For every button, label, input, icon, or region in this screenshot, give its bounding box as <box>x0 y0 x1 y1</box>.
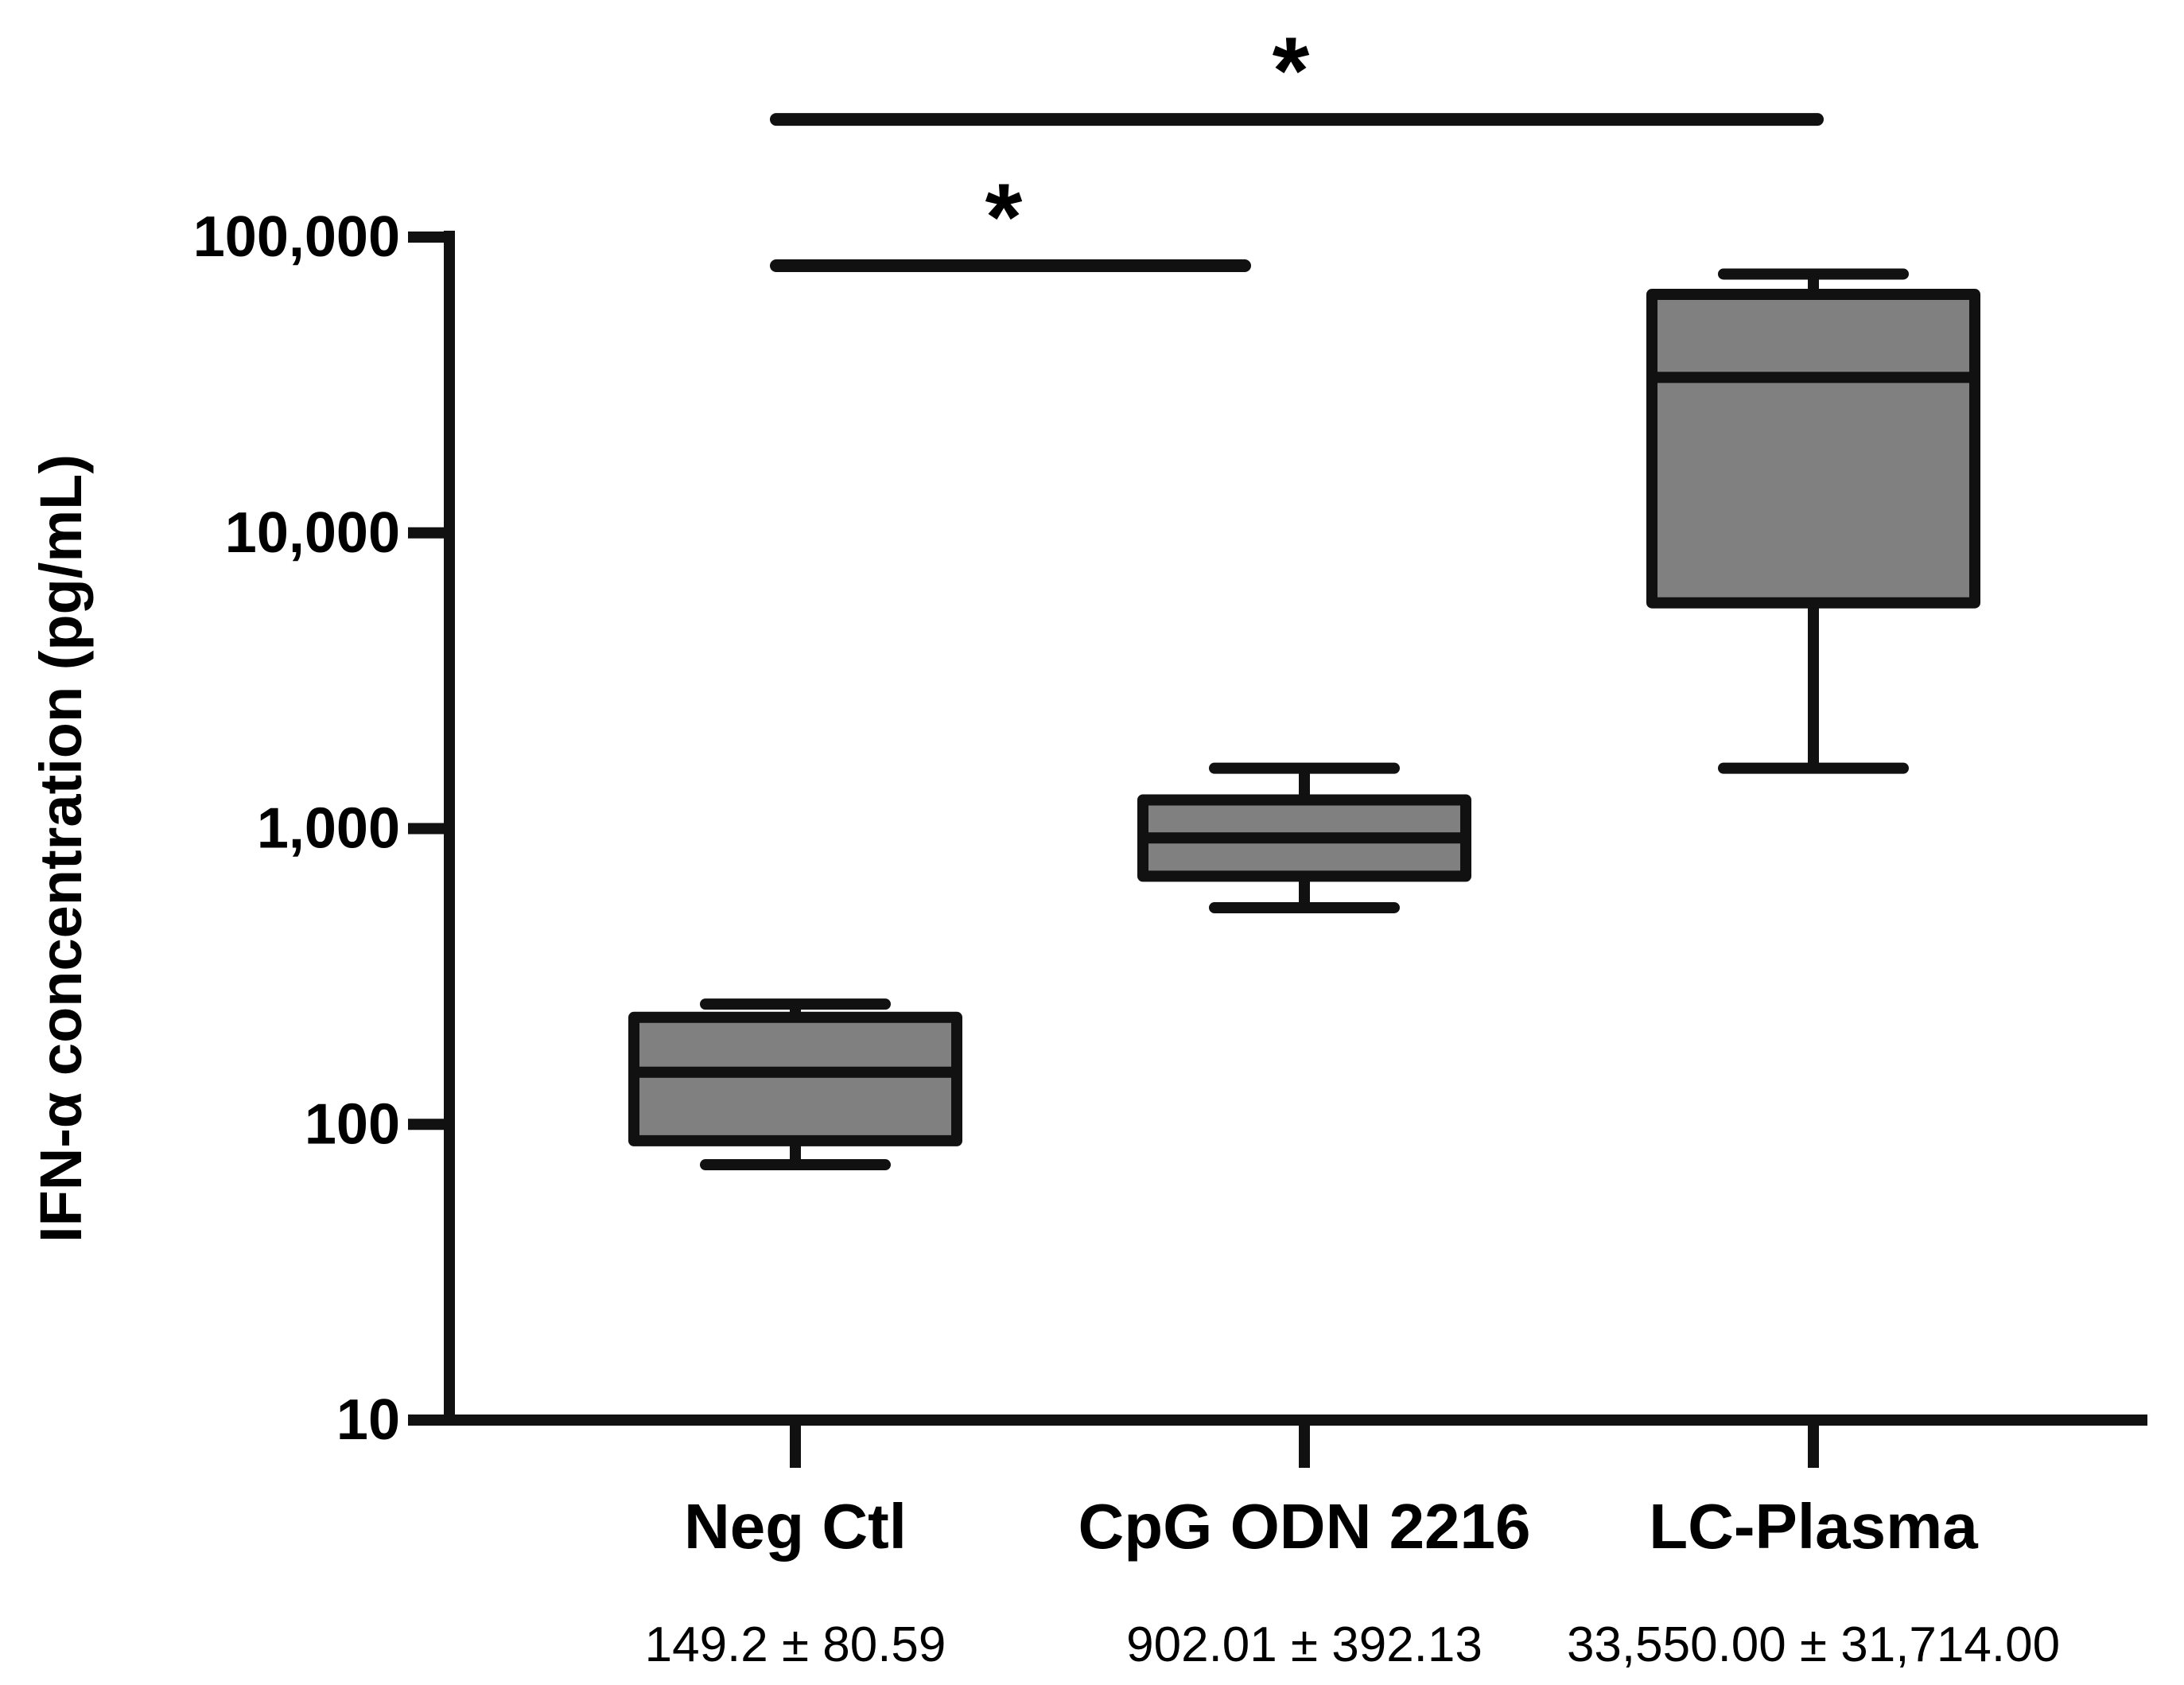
x-category-label: Neg Ctl <box>684 1491 907 1562</box>
x-category-label: LC-Plasma <box>1649 1491 1978 1562</box>
y-axis-title: IFN-α concentration (pg/mL) <box>28 454 94 1243</box>
summary-stat-label: 902.01 ± 392.13 <box>1126 1617 1483 1672</box>
significance-asterisk: * <box>1273 18 1310 124</box>
x-category-label: CpG ODN 2216 <box>1078 1491 1530 1562</box>
significance-asterisk: * <box>985 164 1023 270</box>
summary-stat-label: 149.2 ± 80.59 <box>645 1617 946 1672</box>
summary-stat-label: 33,550.00 ± 31,714.00 <box>1567 1617 2060 1672</box>
y-tick-label: 10,000 <box>225 501 400 565</box>
y-tick-label: 10 <box>336 1388 400 1452</box>
box-series <box>628 268 1980 1171</box>
y-tick-label: 1,000 <box>257 797 400 861</box>
axes <box>408 231 2147 1468</box>
box-iqr <box>1646 289 1980 609</box>
significance-annotations: ** <box>770 18 1824 273</box>
y-tick-label: 100 <box>305 1092 400 1156</box>
box-iqr <box>628 1011 962 1146</box>
text-labels: 10 100 1,000 10,000 100,000 IFN-α concentrati… <box>28 205 2060 1672</box>
y-tick-label: 100,000 <box>193 205 400 269</box>
